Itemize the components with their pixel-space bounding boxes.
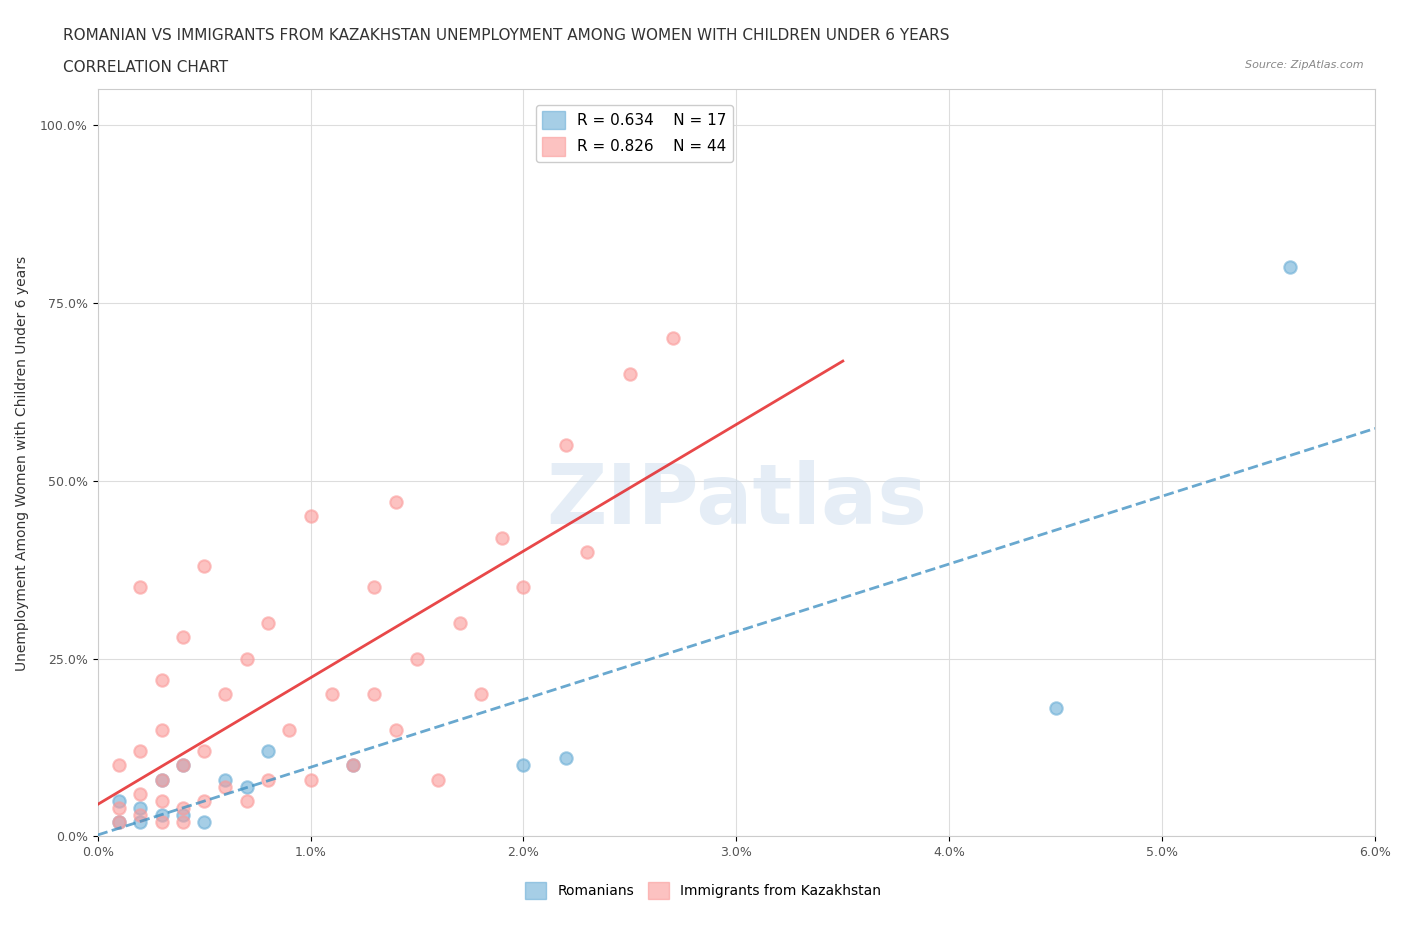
Immigrants from Kazakhstan [150, 672, 173, 687]
Romanians [555, 751, 578, 765]
Romanians [1278, 259, 1301, 274]
Immigrants from Kazakhstan [235, 793, 257, 808]
Immigrants from Kazakhstan [150, 815, 173, 830]
Immigrants from Kazakhstan [299, 509, 322, 524]
Immigrants from Kazakhstan [576, 544, 599, 559]
Text: ZIPatlas: ZIPatlas [546, 459, 927, 540]
Romanians [150, 772, 173, 787]
Text: CORRELATION CHART: CORRELATION CHART [63, 60, 228, 75]
Immigrants from Kazakhstan [342, 758, 364, 773]
Immigrants from Kazakhstan [257, 616, 280, 631]
Immigrants from Kazakhstan [150, 793, 173, 808]
Romanians [1045, 701, 1067, 716]
Immigrants from Kazakhstan [406, 651, 429, 666]
Immigrants from Kazakhstan [150, 723, 173, 737]
Legend: R = 0.634    N = 17, R = 0.826    N = 44: R = 0.634 N = 17, R = 0.826 N = 44 [536, 104, 733, 162]
Immigrants from Kazakhstan [129, 787, 152, 802]
Immigrants from Kazakhstan [193, 793, 215, 808]
Immigrants from Kazakhstan [427, 772, 450, 787]
Immigrants from Kazakhstan [193, 744, 215, 759]
Immigrants from Kazakhstan [129, 580, 152, 595]
Immigrants from Kazakhstan [384, 495, 406, 510]
Text: ROMANIAN VS IMMIGRANTS FROM KAZAKHSTAN UNEMPLOYMENT AMONG WOMEN WITH CHILDREN UN: ROMANIAN VS IMMIGRANTS FROM KAZAKHSTAN U… [63, 28, 950, 43]
Immigrants from Kazakhstan [512, 580, 534, 595]
Immigrants from Kazakhstan [299, 772, 322, 787]
Text: Source: ZipAtlas.com: Source: ZipAtlas.com [1246, 60, 1364, 71]
Romanians [129, 801, 152, 816]
Immigrants from Kazakhstan [555, 438, 578, 453]
Immigrants from Kazakhstan [214, 686, 236, 701]
Immigrants from Kazakhstan [491, 530, 513, 545]
Immigrants from Kazakhstan [172, 801, 194, 816]
Immigrants from Kazakhstan [619, 366, 641, 381]
Immigrants from Kazakhstan [384, 723, 406, 737]
Immigrants from Kazakhstan [193, 559, 215, 574]
Romanians [342, 758, 364, 773]
Immigrants from Kazakhstan [278, 723, 301, 737]
Immigrants from Kazakhstan [172, 815, 194, 830]
Immigrants from Kazakhstan [321, 686, 343, 701]
Romanians [108, 815, 131, 830]
Immigrants from Kazakhstan [129, 744, 152, 759]
Immigrants from Kazakhstan [257, 772, 280, 787]
Immigrants from Kazakhstan [661, 331, 683, 346]
Immigrants from Kazakhstan [129, 807, 152, 822]
Romanians [172, 807, 194, 822]
Immigrants from Kazakhstan [172, 630, 194, 644]
Romanians [235, 779, 257, 794]
Immigrants from Kazakhstan [363, 580, 385, 595]
Romanians [193, 815, 215, 830]
Immigrants from Kazakhstan [214, 779, 236, 794]
Immigrants from Kazakhstan [449, 616, 471, 631]
Immigrants from Kazakhstan [470, 686, 492, 701]
Y-axis label: Unemployment Among Women with Children Under 6 years: Unemployment Among Women with Children U… [15, 256, 30, 671]
Legend: Romanians, Immigrants from Kazakhstan: Romanians, Immigrants from Kazakhstan [520, 876, 886, 905]
Romanians [150, 807, 173, 822]
Immigrants from Kazakhstan [172, 758, 194, 773]
Immigrants from Kazakhstan [108, 815, 131, 830]
Romanians [172, 758, 194, 773]
Romanians [214, 772, 236, 787]
Immigrants from Kazakhstan [235, 651, 257, 666]
Romanians [512, 758, 534, 773]
Romanians [108, 793, 131, 808]
Immigrants from Kazakhstan [108, 758, 131, 773]
Immigrants from Kazakhstan [150, 772, 173, 787]
Immigrants from Kazakhstan [108, 801, 131, 816]
Romanians [257, 744, 280, 759]
Immigrants from Kazakhstan [363, 686, 385, 701]
Romanians [129, 815, 152, 830]
